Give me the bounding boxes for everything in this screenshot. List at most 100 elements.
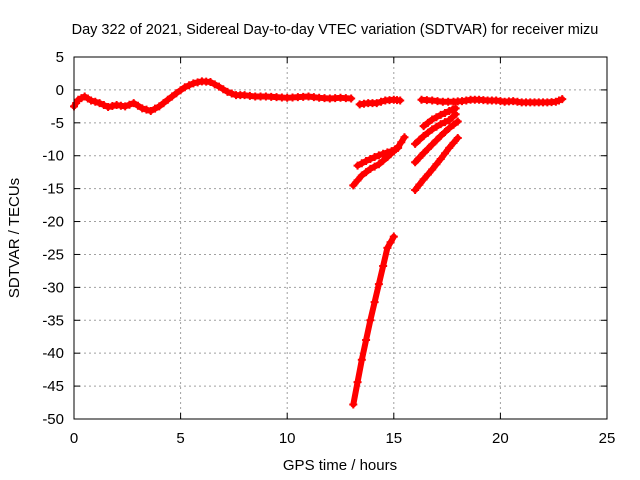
series-baseline-early — [70, 77, 356, 115]
y-tick-label: -10 — [42, 148, 64, 165]
x-axis-label: GPS time / hours — [283, 457, 397, 474]
data-point — [389, 232, 398, 241]
data-point — [172, 89, 181, 98]
data-point — [362, 156, 371, 165]
grid-lines — [74, 57, 607, 419]
data-point — [445, 143, 454, 152]
data-point — [142, 105, 151, 114]
data-point — [423, 144, 432, 153]
data-point — [419, 175, 428, 184]
data-point — [397, 138, 406, 147]
data-point — [383, 243, 392, 252]
data-point — [366, 164, 375, 173]
data-point — [453, 133, 462, 142]
y-tick-label: 0 — [56, 82, 64, 99]
series-baseline-mid — [355, 95, 405, 109]
x-tick-label: 0 — [70, 430, 78, 447]
series-baseline-late — [417, 95, 567, 107]
data-point — [400, 133, 409, 142]
data-point — [558, 95, 567, 104]
data-point — [415, 153, 424, 162]
data-point — [449, 138, 458, 147]
data-point — [396, 96, 405, 105]
data-point — [347, 94, 356, 103]
data-point — [379, 156, 388, 165]
y-tick-label: -15 — [42, 181, 64, 198]
y-tick-label: 5 — [56, 49, 64, 66]
data-point — [219, 85, 228, 94]
data-point — [374, 151, 383, 160]
data-point — [432, 113, 441, 122]
data-point — [423, 118, 432, 127]
x-tick-label: 5 — [176, 430, 184, 447]
data-point — [383, 148, 392, 157]
data-point — [91, 97, 100, 106]
data-point — [180, 83, 189, 92]
data-point — [99, 101, 108, 110]
data-point — [370, 153, 379, 162]
y-tick-label: -5 — [51, 115, 64, 132]
data-point — [419, 131, 428, 140]
series-arc-1 — [349, 133, 409, 190]
y-tick-label: -45 — [42, 378, 64, 395]
data-point — [87, 96, 96, 105]
x-tick-label: 20 — [492, 430, 509, 447]
data-point — [379, 149, 388, 158]
data-point — [453, 117, 462, 126]
data-point — [428, 125, 437, 134]
data-point — [374, 280, 383, 289]
data-point — [133, 101, 142, 110]
x-tick-label: 10 — [279, 430, 296, 447]
y-tick-label: -30 — [42, 279, 64, 296]
data-point — [163, 95, 172, 104]
data-point — [415, 180, 424, 189]
data-point — [379, 261, 388, 270]
data-point — [436, 120, 445, 129]
series-dip-lower — [349, 232, 398, 409]
data-point — [432, 136, 441, 145]
data-point — [227, 89, 236, 98]
data-point — [370, 298, 379, 307]
data-point — [436, 110, 445, 119]
data-point — [432, 122, 441, 131]
data-point — [428, 140, 437, 149]
data-point — [362, 168, 371, 177]
data-point — [440, 149, 449, 158]
x-tick-label: 15 — [385, 430, 402, 447]
y-tick-label: -25 — [42, 246, 64, 263]
data-point — [168, 92, 177, 101]
data-point — [372, 99, 381, 108]
data-point — [121, 102, 130, 111]
data-point — [386, 238, 395, 247]
data-series — [70, 77, 567, 409]
data-point — [423, 128, 432, 137]
x-tick-label: 25 — [599, 430, 616, 447]
data-point — [176, 86, 185, 95]
data-point — [151, 104, 160, 113]
data-point — [349, 181, 358, 190]
data-point — [377, 97, 386, 106]
data-point — [349, 400, 358, 409]
y-tick-label: -20 — [42, 214, 64, 231]
data-point — [353, 161, 362, 170]
data-point — [125, 100, 134, 109]
y-tick-label: -40 — [42, 345, 64, 362]
series-arc-6 — [419, 104, 460, 131]
y-axis-label: SDTVAR / TECUs — [6, 178, 23, 298]
chart-title: Day 322 of 2021, Sidereal Day-to-day VTE… — [72, 22, 599, 38]
data-point — [206, 78, 215, 87]
data-point — [436, 155, 445, 164]
data-point — [357, 159, 366, 168]
data-point — [155, 102, 164, 111]
data-point — [353, 378, 362, 387]
data-point — [428, 165, 437, 174]
data-point — [451, 104, 460, 113]
data-point — [432, 160, 441, 169]
data-point — [411, 158, 420, 167]
data-point — [440, 128, 449, 137]
data-point — [185, 81, 194, 90]
data-point — [440, 118, 449, 127]
data-point — [440, 108, 449, 117]
data-point — [210, 80, 219, 89]
